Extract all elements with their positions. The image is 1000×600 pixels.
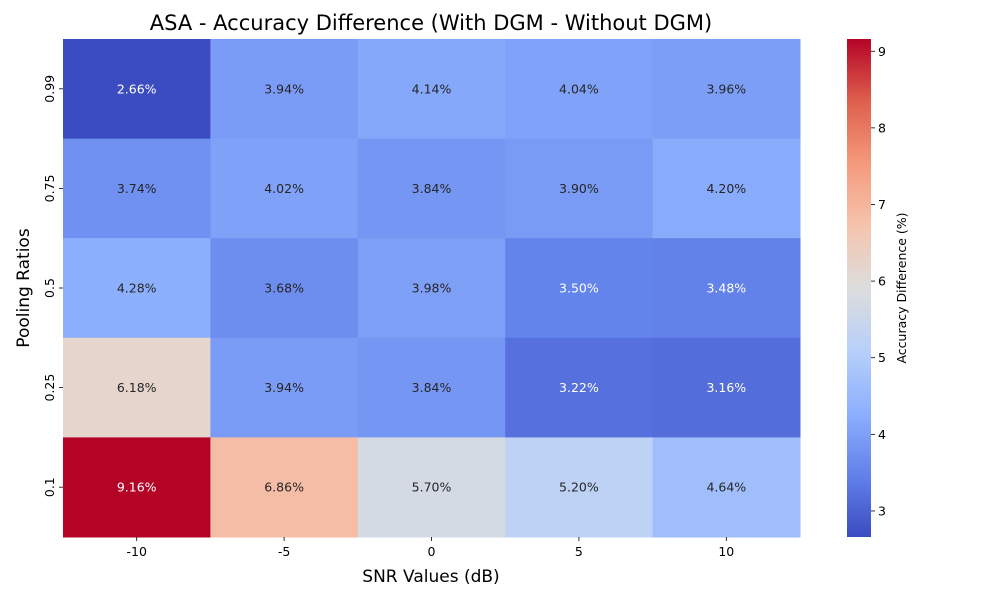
heatmap-cell (505, 437, 654, 538)
cell-value-label: 6.18% (117, 380, 157, 395)
x-axis-label: SNR Values (dB) (362, 567, 499, 587)
heatmap-cell (357, 138, 506, 239)
cell-value-label: 4.28% (117, 281, 157, 296)
colorbar-tick-label: 4 (878, 427, 886, 442)
heatmap-cell (357, 39, 506, 140)
colorbar-ticks: 3 4 5 6 7 8 9 (871, 44, 886, 518)
heatmap-cell (652, 437, 801, 538)
cell-value-label: 3.84% (412, 380, 452, 395)
cell-value-label: 3.84% (412, 181, 452, 196)
heatmap-cell (210, 39, 359, 140)
x-tick-label: -10 (126, 544, 146, 559)
heatmap-cell (210, 238, 359, 339)
cell-value-label: 3.98% (412, 281, 452, 296)
cell-value-label: 2.66% (117, 81, 157, 96)
cell-value-label: 3.90% (559, 181, 599, 196)
colorbar-tick-label: 6 (878, 274, 886, 289)
heatmap-cell (652, 238, 801, 339)
colorbar-tick-label: 9 (878, 44, 886, 59)
cell-value-label: 3.68% (264, 281, 304, 296)
heatmap-cells: 2.66% 3.94% 4.14% 4.04% 3.96% 3.74% 4.02% 3.84%… (63, 39, 801, 538)
x-tick-label: 5 (575, 544, 583, 559)
y-tick-label: 0.99 (42, 75, 57, 103)
y-axis-ticks: 0.99 0.75 0.5 0.25 0.1 (42, 75, 63, 497)
heatmap-cell (505, 39, 654, 140)
cell-value-label: 3.50% (559, 281, 599, 296)
colorbar-tick-label: 8 (878, 120, 886, 135)
colorbar (847, 39, 871, 537)
heatmap-cell (63, 238, 211, 339)
heatmap-cell (357, 437, 506, 538)
cell-value-label: 4.14% (412, 81, 452, 96)
y-axis-label: Pooling Ratios (14, 228, 34, 348)
cell-value-label: 4.04% (559, 81, 599, 96)
cell-value-label: 6.86% (264, 480, 304, 495)
cell-value-label: 4.02% (264, 181, 304, 196)
cell-value-label: 3.94% (264, 380, 304, 395)
y-tick-label: 0.1 (42, 477, 57, 497)
heatmap-cell (505, 337, 654, 438)
heatmap-cell (63, 39, 211, 140)
y-tick-label: 0.25 (42, 374, 57, 402)
heatmap-cell (210, 437, 359, 538)
cell-value-label: 5.70% (412, 480, 452, 495)
cell-value-label: 3.96% (706, 81, 746, 96)
y-tick-label: 0.75 (42, 174, 57, 202)
colorbar-tick-label: 7 (878, 197, 886, 212)
heatmap-cell (505, 238, 654, 339)
chart-title: ASA - Accuracy Difference (With DGM - Wi… (150, 11, 712, 35)
heatmap-cell (652, 138, 801, 239)
heatmap-cell (210, 138, 359, 239)
heatmap-cell (63, 337, 211, 438)
heatmap-cell (63, 138, 211, 239)
cell-value-label: 9.16% (117, 480, 157, 495)
x-axis-ticks: -10 -5 0 5 10 (126, 537, 734, 559)
heatmap-cell (357, 337, 506, 438)
heatmap-cell (652, 337, 801, 438)
heatmap-cell (210, 337, 359, 438)
colorbar-tick-label: 5 (878, 350, 886, 365)
cell-value-label: 3.94% (264, 81, 304, 96)
x-tick-label: 10 (718, 544, 734, 559)
heatmap-cell (357, 238, 506, 339)
x-tick-label: -5 (278, 544, 290, 559)
colorbar-tick-label: 3 (878, 503, 886, 518)
cell-value-label: 3.74% (117, 181, 157, 196)
y-tick-label: 0.5 (42, 278, 57, 298)
cell-value-label: 4.20% (706, 181, 746, 196)
heatmap-cell (652, 39, 801, 140)
heatmap-cell (63, 437, 211, 538)
cell-value-label: 4.64% (706, 480, 746, 495)
colorbar-label: Accuracy Difference (%) (894, 212, 909, 363)
cell-value-label: 3.48% (706, 281, 746, 296)
heatmap-cell (505, 138, 654, 239)
cell-value-label: 3.16% (706, 380, 746, 395)
cell-value-label: 5.20% (559, 480, 599, 495)
cell-value-label: 3.22% (559, 380, 599, 395)
x-tick-label: 0 (428, 544, 436, 559)
